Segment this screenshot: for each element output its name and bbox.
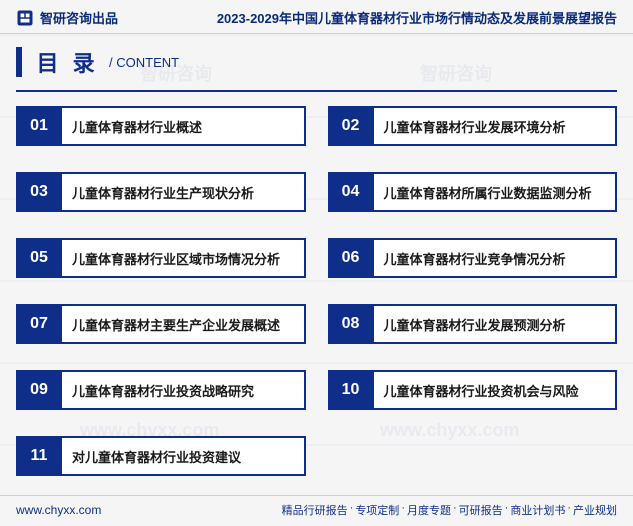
toc-item: 11 对儿童体育器材行业投资建议 — [16, 436, 306, 476]
toc-item-label: 儿童体育器材行业竞争情况分析 — [374, 240, 616, 276]
page: 智研咨询出品 2023-2029年中国儿童体育器材行业市场行情动态及发展前景展望… — [0, 0, 633, 526]
toc-item-label: 对儿童体育器材行业投资建议 — [62, 438, 304, 474]
toc-item: 06 儿童体育器材行业竞争情况分析 — [328, 238, 618, 278]
footer-sep: · — [350, 502, 354, 518]
toc-item: 03 儿童体育器材行业生产现状分析 — [16, 172, 306, 212]
toc-item: 02 儿童体育器材行业发展环境分析 — [328, 106, 618, 146]
toc-item: 10 儿童体育器材行业投资机会与风险 — [328, 370, 618, 410]
brand-text: 智研咨询出品 — [40, 8, 118, 27]
toc-item-num: 07 — [18, 306, 60, 342]
toc-item-num: 01 — [18, 108, 60, 144]
toc-item-num: 03 — [18, 174, 60, 210]
toc-item-num: 06 — [330, 240, 372, 276]
toc-item-num: 11 — [18, 438, 60, 474]
toc-item-num: 10 — [330, 372, 372, 408]
brand-logo-icon — [16, 9, 34, 27]
toc-item: 09 儿童体育器材行业投资战略研究 — [16, 370, 306, 410]
toc-item-num: 04 — [330, 174, 372, 210]
toc-accent-bar — [16, 47, 22, 77]
toc-title: 目 录 — [36, 46, 98, 78]
toc-item-label: 儿童体育器材行业投资机会与风险 — [374, 372, 616, 408]
toc-item-label: 儿童体育器材行业发展环境分析 — [374, 108, 616, 144]
toc-item-label: 儿童体育器材行业发展预测分析 — [374, 306, 616, 342]
footer-sep: · — [567, 502, 571, 518]
footer-url: www.chyxx.com — [16, 503, 101, 517]
toc-subtitle: CONTENT — [109, 55, 179, 70]
toc-item: 08 儿童体育器材行业发展预测分析 — [328, 304, 618, 344]
footer-sep: · — [401, 502, 405, 518]
toc-item-label: 儿童体育器材行业生产现状分析 — [62, 174, 304, 210]
footer-sep: · — [505, 502, 509, 518]
footer-tag: 商业计划书 — [510, 502, 565, 518]
toc-grid: 01 儿童体育器材行业概述 02 儿童体育器材行业发展环境分析 03 儿童体育器… — [0, 92, 633, 495]
toc-item-label: 儿童体育器材行业区域市场情况分析 — [62, 240, 304, 276]
toc-item: 01 儿童体育器材行业概述 — [16, 106, 306, 146]
toc-item: 07 儿童体育器材主要生产企业发展概述 — [16, 304, 306, 344]
report-title: 2023-2029年中国儿童体育器材行业市场行情动态及发展前景展望报告 — [217, 8, 617, 27]
footer-tag: 精品行研报告 — [282, 502, 348, 518]
footer-tag: 产业规划 — [573, 502, 617, 518]
footer-tag: 月度专题 — [407, 502, 451, 518]
toc-item-label: 儿童体育器材主要生产企业发展概述 — [62, 306, 304, 342]
footer: www.chyxx.com 精品行研报告· 专项定制· 月度专题· 可研报告· … — [0, 495, 633, 526]
toc-item-num: 05 — [18, 240, 60, 276]
toc-item-label: 儿童体育器材行业投资战略研究 — [62, 372, 304, 408]
footer-tag: 专项定制 — [355, 502, 399, 518]
brand: 智研咨询出品 — [16, 8, 118, 27]
toc-item-num: 09 — [18, 372, 60, 408]
toc-item-num: 02 — [330, 108, 372, 144]
toc-item-label: 儿童体育器材行业概述 — [62, 108, 304, 144]
header: 智研咨询出品 2023-2029年中国儿童体育器材行业市场行情动态及发展前景展望… — [0, 0, 633, 34]
footer-sep: · — [453, 502, 457, 518]
toc-item: 05 儿童体育器材行业区域市场情况分析 — [16, 238, 306, 278]
toc-item: 04 儿童体育器材所属行业数据监测分析 — [328, 172, 618, 212]
footer-tags: 精品行研报告· 专项定制· 月度专题· 可研报告· 商业计划书· 产业规划 — [282, 502, 617, 518]
toc-item-num: 08 — [330, 306, 372, 342]
footer-tag: 可研报告 — [459, 502, 503, 518]
toc-heading: 目 录 CONTENT — [0, 34, 633, 84]
toc-item-label: 儿童体育器材所属行业数据监测分析 — [374, 174, 616, 210]
